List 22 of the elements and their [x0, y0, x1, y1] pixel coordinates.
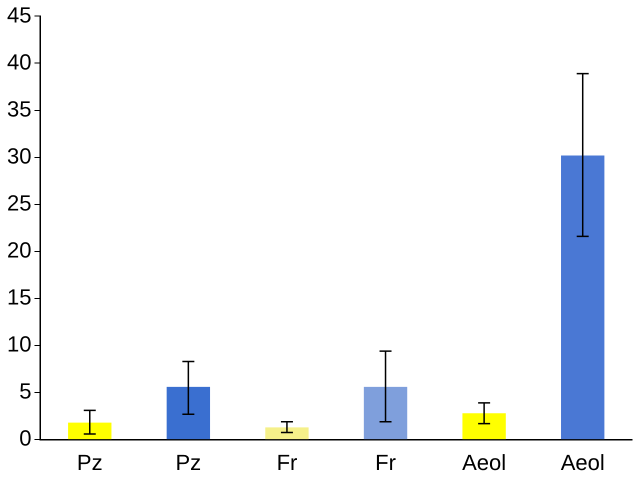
y-tick-label: 15 [6, 284, 32, 310]
bar [364, 386, 408, 440]
y-tick-label: 0 [19, 426, 32, 451]
bar [68, 422, 112, 440]
y-tick-label: 30 [6, 143, 32, 168]
x-tick-label: Aeol [560, 450, 605, 475]
bar [561, 155, 604, 440]
bar [166, 386, 210, 440]
y-tick-label: 25 [6, 190, 32, 216]
bar [462, 413, 506, 440]
y-tick-label: 35 [6, 96, 32, 122]
y-tick-label: 5 [19, 378, 32, 404]
y-tick-label: 10 [6, 332, 32, 357]
y-tick-label: 20 [6, 237, 32, 262]
bar [265, 427, 309, 440]
x-tick-label: Pz [76, 450, 103, 475]
y-tick-label: 45 [6, 2, 32, 28]
x-tick-label: Fr [375, 450, 396, 475]
x-tick-label: Aeol [462, 450, 506, 475]
x-tick-label: Fr [276, 450, 298, 475]
y-tick-label: 40 [6, 49, 32, 74]
x-tick-label: Pz [176, 450, 202, 475]
